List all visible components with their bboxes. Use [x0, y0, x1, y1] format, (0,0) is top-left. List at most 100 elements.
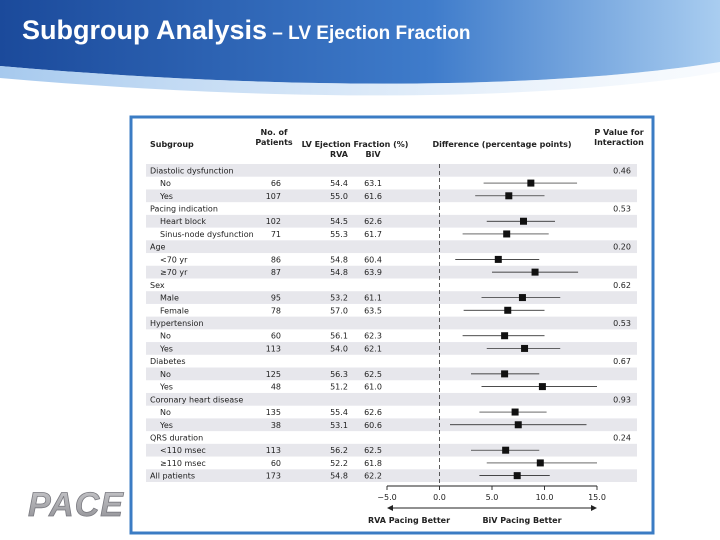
row-stripe — [146, 240, 637, 254]
row-rva: 54.4 — [330, 179, 348, 188]
row-biv: 62.5 — [364, 446, 382, 455]
row-subgroup-label: No — [160, 332, 171, 341]
row-group-label: Coronary heart disease — [150, 395, 243, 404]
row-stripe — [146, 469, 637, 482]
header-p-line1: P Value for — [594, 128, 643, 137]
point-estimate-marker — [527, 179, 535, 187]
point-estimate-marker — [501, 332, 509, 340]
row-subgroup-label: Yes — [159, 344, 173, 353]
row-patients: 38 — [271, 421, 281, 430]
row-patients: 173 — [266, 472, 281, 481]
row-subgroup-label: Yes — [159, 383, 173, 392]
header-difference: Difference (percentage points) — [433, 140, 572, 149]
row-patients: 66 — [271, 179, 281, 188]
left-direction-label: RVA Pacing Better — [368, 516, 450, 525]
row-p-value: 0.24 — [613, 433, 631, 442]
row-patients: 48 — [271, 383, 281, 392]
pace-logo: PACE — [28, 486, 124, 524]
row-patients: 102 — [266, 217, 281, 226]
point-estimate-marker — [494, 255, 502, 263]
row-stripe — [146, 443, 637, 457]
header-lvef: LV Ejection Fraction (%) — [302, 140, 409, 149]
row-biv: 61.6 — [364, 192, 382, 201]
row-rva: 54.5 — [330, 217, 348, 226]
row-p-value: 0.67 — [613, 357, 631, 366]
row-patients: 113 — [266, 446, 281, 455]
row-stripe — [146, 418, 637, 432]
row-stripe — [146, 316, 637, 330]
header-band: Subgroup Analysis – LV Ejection Fraction — [0, 0, 720, 96]
header-rva: RVA — [330, 150, 349, 159]
row-biv: 62.3 — [364, 332, 382, 341]
header-swoosh — [0, 62, 720, 96]
row-biv: 63.5 — [364, 306, 382, 315]
right-arrowhead — [591, 505, 597, 511]
row-subgroup-label: Yes — [159, 421, 173, 430]
row-patients: 135 — [266, 408, 281, 417]
x-tick-label: 0.0 — [433, 493, 446, 502]
point-estimate-marker — [502, 446, 510, 454]
row-rva: 51.2 — [330, 383, 348, 392]
row-rva: 57.0 — [330, 306, 348, 315]
row-stripe — [146, 291, 637, 304]
row-p-value: 0.46 — [613, 166, 631, 175]
row-stripe — [146, 342, 637, 355]
row-rva: 54.8 — [330, 472, 348, 481]
row-rva: 53.1 — [330, 421, 348, 430]
x-tick-label: −5.0 — [377, 493, 396, 502]
point-estimate-marker — [501, 370, 509, 378]
row-biv: 63.9 — [364, 268, 382, 277]
row-group-label: Sex — [150, 281, 165, 290]
row-group-label: Pacing indication — [150, 205, 218, 214]
row-rva: 54.0 — [330, 344, 348, 353]
row-stripe — [146, 189, 637, 203]
left-arrowhead — [387, 505, 393, 511]
slide-title-sub: – LV Ejection Fraction — [267, 23, 470, 44]
row-stripe — [146, 164, 637, 177]
point-estimate-marker — [503, 230, 511, 238]
row-subgroup-label: Sinus-node dysfunction — [160, 230, 254, 239]
row-stripe — [146, 265, 637, 279]
row-subgroup-label: Male — [160, 294, 179, 303]
point-estimate-marker — [504, 306, 512, 314]
row-biv: 62.6 — [364, 217, 382, 226]
row-rva: 56.1 — [330, 332, 348, 341]
row-group-label: Diastolic dysfunction — [150, 166, 234, 175]
row-rva: 55.4 — [330, 408, 348, 417]
header-background — [0, 0, 720, 84]
row-patients: 125 — [266, 370, 281, 379]
row-rva: 52.2 — [330, 459, 348, 468]
row-subgroup-label: Heart block — [160, 217, 206, 226]
x-tick-label: 10.0 — [536, 493, 554, 502]
header-biv: BiV — [365, 150, 381, 159]
row-biv: 62.1 — [364, 344, 382, 353]
header-subgroup: Subgroup — [150, 140, 194, 149]
row-subgroup-label: No — [160, 408, 171, 417]
x-tick-label: 15.0 — [588, 493, 606, 502]
row-patients: 60 — [271, 332, 281, 341]
point-estimate-marker — [505, 192, 513, 200]
row-p-value: 0.53 — [613, 205, 631, 214]
row-biv: 61.7 — [364, 230, 382, 239]
row-p-value: 0.62 — [613, 281, 631, 290]
point-estimate-marker — [513, 472, 521, 480]
row-subgroup-label: No — [160, 370, 171, 379]
row-group-label: Age — [150, 243, 166, 252]
row-p-value: 0.93 — [613, 395, 631, 404]
header-patients-line1: No. of — [261, 128, 289, 137]
row-biv: 62.6 — [364, 408, 382, 417]
point-estimate-marker — [514, 421, 522, 429]
row-patients: 60 — [271, 459, 281, 468]
right-direction-label: BiV Pacing Better — [482, 516, 561, 525]
row-subgroup-label: Female — [160, 306, 189, 315]
row-group-label: QRS duration — [150, 433, 203, 442]
row-biv: 61.8 — [364, 459, 382, 468]
row-patients: 71 — [271, 230, 281, 239]
point-estimate-marker — [520, 217, 527, 225]
point-estimate-marker — [536, 459, 544, 467]
row-rva: 55.3 — [330, 230, 348, 239]
point-estimate-marker — [538, 383, 546, 391]
row-biv: 60.4 — [364, 255, 382, 264]
